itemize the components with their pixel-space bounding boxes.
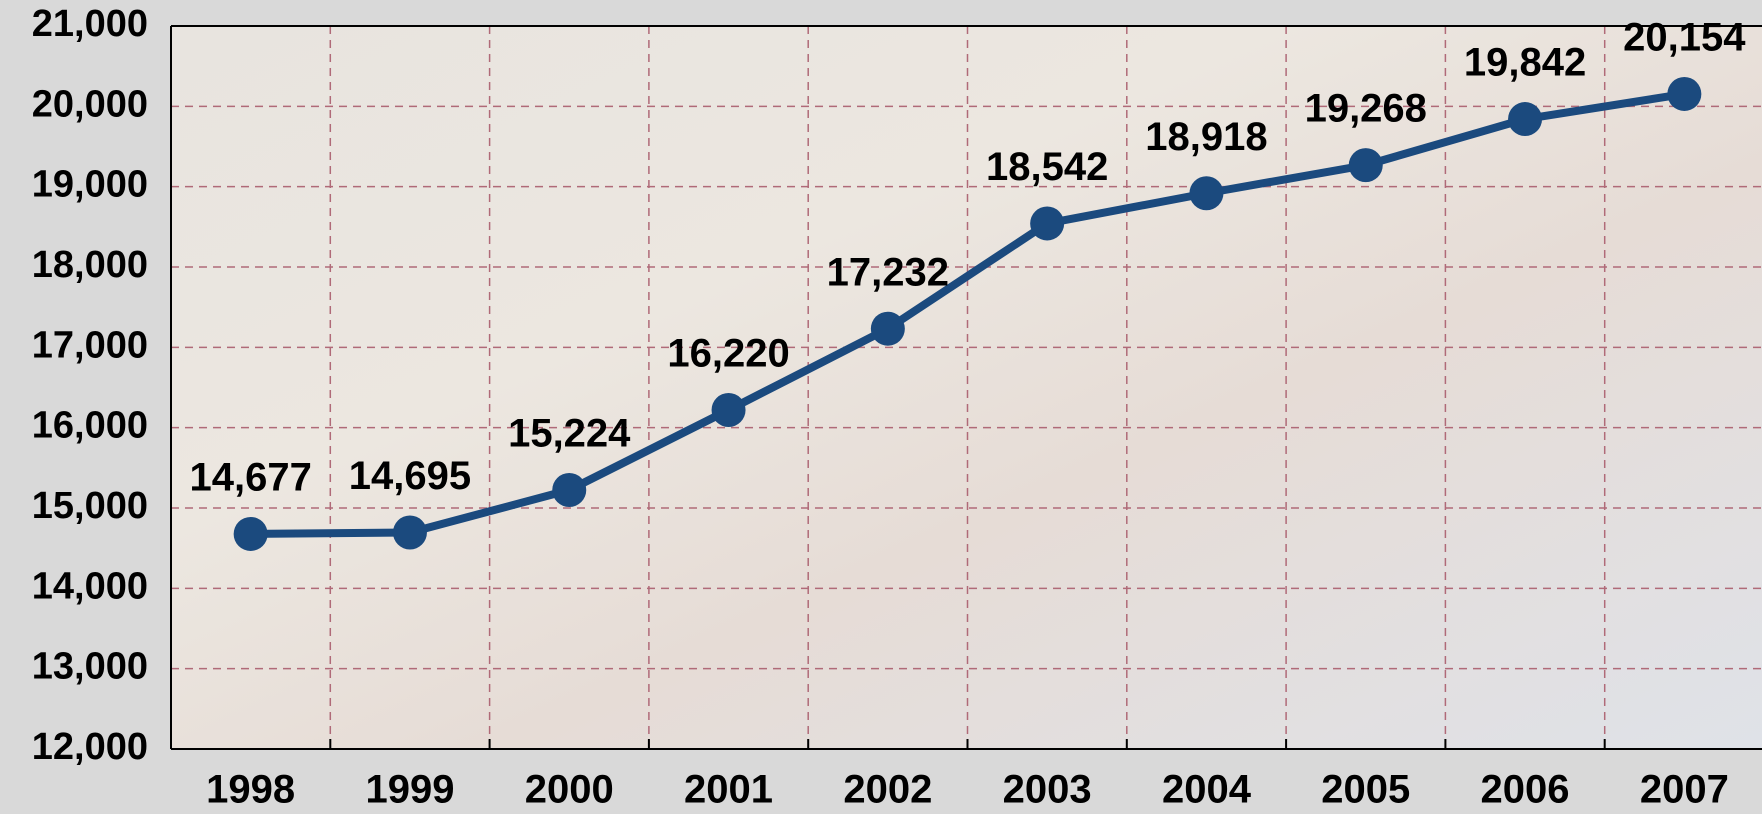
data-label: 18,918 [1145, 115, 1267, 159]
y-tick-label: 17,000 [32, 324, 148, 366]
y-tick-label: 21,000 [32, 3, 148, 45]
x-tick-label: 2007 [1640, 768, 1729, 812]
x-tick-label: 2002 [843, 768, 932, 812]
data-label: 19,268 [1305, 87, 1427, 131]
x-tick-label: 1999 [365, 768, 454, 812]
y-tick-label: 13,000 [32, 646, 148, 688]
series-line [250, 90, 1685, 538]
x-tick-label: 2006 [1481, 768, 1570, 812]
data-point [711, 392, 746, 427]
data-point [552, 473, 587, 508]
data-label: 14,695 [349, 454, 471, 498]
data-label: 19,842 [1464, 41, 1586, 85]
data-label: 16,220 [667, 332, 789, 376]
y-tick-label: 19,000 [32, 164, 148, 206]
x-tick-label: 2005 [1321, 768, 1410, 812]
data-point [1348, 148, 1383, 183]
x-tick-label: 2004 [1162, 768, 1252, 812]
data-point [233, 516, 268, 551]
x-tick-label: 2000 [525, 768, 614, 812]
data-point [870, 311, 905, 346]
data-label: 17,232 [827, 250, 949, 294]
data-point [392, 515, 427, 550]
y-tick-label: 14,000 [32, 565, 148, 607]
data-point [1189, 176, 1224, 211]
data-label: 18,542 [986, 145, 1108, 189]
y-tick-label: 20,000 [32, 83, 148, 125]
data-label: 14,677 [189, 456, 311, 500]
data-label: 15,224 [508, 412, 631, 456]
x-tick-label: 2003 [1003, 768, 1092, 812]
data-point [1030, 206, 1065, 241]
x-tick-label: 1998 [206, 768, 295, 812]
data-label: 20,154 [1623, 16, 1746, 60]
y-tick-label: 15,000 [32, 485, 148, 527]
y-tick-label: 18,000 [32, 244, 148, 286]
data-point [1667, 76, 1702, 111]
x-tick-label: 2001 [684, 768, 773, 812]
y-tick-label: 16,000 [32, 405, 148, 447]
plot-background [171, 26, 1762, 749]
data-point [1508, 102, 1543, 137]
y-tick-label: 12,000 [32, 726, 148, 768]
